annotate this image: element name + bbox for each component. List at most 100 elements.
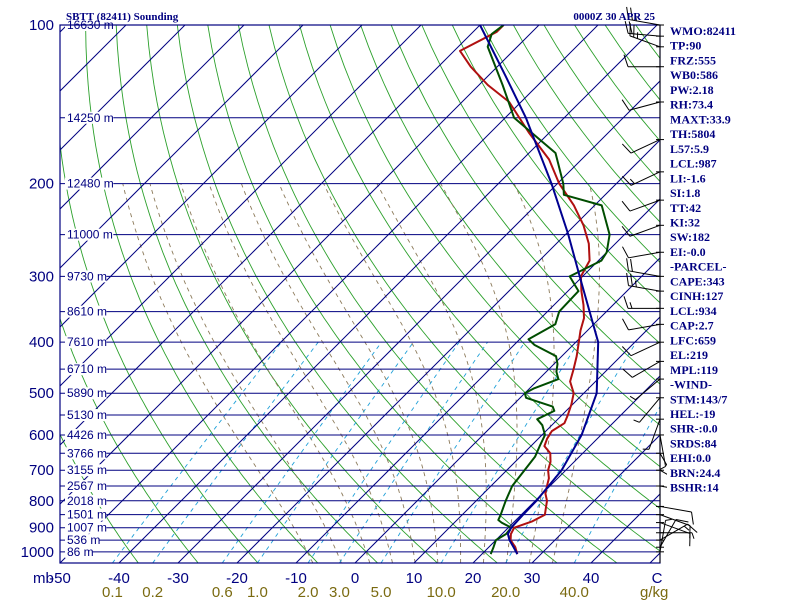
index-value: EL:219 [670,348,708,362]
index-value: STM:143/7 [670,392,727,406]
index-value: LCL:934 [670,304,717,318]
dry-adiabat [268,25,660,552]
height-label: 2567 m [67,479,107,493]
height-label: 5890 m [67,386,107,400]
height-label: 14250 m [67,111,114,125]
temperature-tick-label: -10 [285,570,307,587]
pressure-tick-label: 300 [29,268,54,285]
dry-adiabat [60,139,259,563]
index-value: CAPE:343 [670,274,725,288]
mixing-ratio-line [152,341,319,563]
wind-barb [656,518,672,553]
mixing-ratio-tick-label: 20.0 [491,584,520,600]
height-label: 3155 m [67,463,107,477]
isotherm [60,25,127,92]
wind-barb [623,296,664,309]
mixing-ratio-tick-label: 1.0 [247,584,268,600]
pressure-tick-label: 800 [29,493,54,510]
mixing-ratio-line [221,341,382,563]
height-label-bg [65,336,107,349]
mixing-ratio-line [573,405,660,563]
temperature-profile [459,25,591,555]
profiles [459,25,611,555]
dewpoint-profile [486,25,611,555]
wind-barb [629,378,664,401]
temperature-tick-label: 0 [351,570,359,587]
parcel-path [479,25,600,555]
index-value: BSHR:14 [670,481,719,495]
index-value: CAP:2.7 [670,319,714,333]
index-value: EI:-0.0 [670,245,706,259]
dry-adiabat [237,25,618,563]
mixing-ratio-line [380,341,526,563]
wind-barb [656,505,694,525]
isotherm [118,25,658,563]
isotherm [295,198,660,563]
moist-adiabat [551,183,600,563]
wind-barb [642,418,664,450]
height-label: 11000 m [67,228,113,242]
wind-barb [621,199,664,212]
mixing-ratio-tick-label: 0.6 [212,584,233,600]
height-label: 12480 m [67,177,114,191]
isotherm [60,25,422,387]
height-label-bg [65,480,107,493]
height-label: 6710 m [67,362,107,376]
plot-frame [59,24,661,564]
index-value: L57:5.9 [670,142,709,156]
index-panel-bg [667,22,800,500]
index-value: CINH:127 [670,289,723,303]
index-value: SHR-:0.0 [670,422,718,436]
height-label-bg [65,387,107,400]
height-label: 1501 m [67,508,107,522]
wind-barb [622,318,664,331]
wind-barb [626,258,664,277]
index-value: TH:5804 [670,127,715,141]
height-label: 7610 m [67,335,107,349]
index-value: SRDS:84 [670,436,717,450]
height-label-bg [65,464,107,477]
pressure-tick-label: 600 [29,427,54,444]
index-value: -WIND- [670,378,712,392]
pressure-tick-label: 900 [29,520,54,537]
height-label: 8610 m [67,305,107,319]
mixing-ratio-tick-label: 0.2 [142,584,163,600]
temperature-tick-label: 20 [465,570,482,587]
isotherm [60,25,363,328]
dry-adiabat [60,317,199,563]
moist-adiabat [208,183,393,563]
height-label-bg [65,534,100,547]
dry-adiabat [482,25,660,263]
mixing-ratio-tick-label: 10.0 [427,584,456,600]
isotherm [60,25,481,446]
temperature-tick-label: -30 [167,570,189,587]
height-label-bg [65,521,107,534]
wind-barb [622,246,664,259]
isotherm [60,25,245,210]
height-label: 3766 m [67,446,107,460]
isotherm [413,316,660,563]
dry-adiabat [360,25,660,426]
temperature-unit-label: mb [33,570,54,587]
moist-adiabat [278,183,439,563]
height-label-bg [65,409,107,422]
chart-title: SBTT (82411) Sounding [66,11,179,23]
height-label: 2018 m [67,494,107,508]
height-label-bg [65,111,114,124]
wind-barb [621,99,664,111]
height-label-bg [65,545,93,558]
wind-barb [621,341,664,357]
temperature-tick-label: -20 [226,570,248,587]
pressure-tick-label: 400 [29,334,54,351]
index-value: EHI:0.0 [670,451,711,465]
height-label-bg [65,363,107,376]
index-value: TP:90 [670,39,701,53]
wind-barb [621,224,664,237]
wind-barb [626,6,664,26]
wind-barb [656,532,695,539]
wind-barb [623,54,664,68]
dry-adiabat [146,25,438,563]
